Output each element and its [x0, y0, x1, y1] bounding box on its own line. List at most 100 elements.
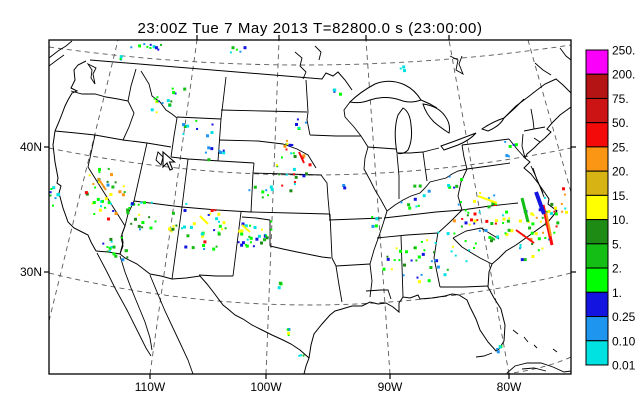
echo-mid-atlantic	[502, 222, 505, 224]
echo-colorado	[253, 226, 257, 229]
echo-offshore-atlantic	[547, 210, 551, 213]
echo-mid-atlantic	[508, 217, 511, 220]
echo-east-wyoming	[248, 189, 251, 192]
echo-sierra-nevada	[123, 191, 126, 194]
echo-utah	[217, 231, 220, 234]
echo-offshore-atlantic	[519, 246, 522, 249]
echo-southeast	[436, 265, 440, 269]
mouse-cursor[interactable]	[162, 150, 176, 171]
echo-missouri	[371, 216, 374, 219]
echo-southeast	[435, 259, 439, 263]
echo-nw-wyoming	[207, 146, 211, 150]
echo-sierra-nevada	[106, 180, 109, 183]
echo-utah	[221, 228, 224, 231]
echo-dakotas-nebraska	[288, 143, 292, 147]
echo-offshore-atlantic	[555, 225, 558, 228]
echo-offshore-atlantic	[528, 226, 532, 230]
echo-ohio-valley	[460, 178, 464, 181]
colorbar-box-4	[585, 146, 609, 172]
colorbar-label-5.: 5.	[612, 237, 622, 251]
echo-central-nevada	[141, 226, 144, 229]
echo-ohio-valley	[455, 184, 459, 188]
echo-idaho	[150, 108, 154, 112]
echo-dakotas-nebraska	[285, 139, 288, 142]
echo-offshore-atlantic	[543, 196, 546, 199]
echo-utah	[171, 211, 175, 215]
echo-ohio-valley	[447, 184, 451, 187]
echo-offshore-atlantic	[553, 210, 556, 213]
colorbar-box-11	[585, 316, 609, 342]
echo-offshore-atlantic	[553, 206, 557, 210]
echo-mid-atlantic	[496, 235, 500, 239]
echo-dakotas-nebraska	[293, 181, 296, 183]
echo-utah	[210, 209, 214, 212]
echo-sierra-nevada	[104, 197, 108, 201]
echo-norcal-coast	[52, 204, 54, 207]
colorbar-box-0	[585, 49, 609, 75]
colorbar-label-2.: 2.	[612, 262, 622, 276]
colorbar-label-1.: 1.	[612, 286, 622, 300]
echo-utah	[212, 247, 216, 251]
echo-mid-atlantic	[468, 223, 471, 226]
echo-canada-center	[235, 48, 238, 51]
echo-southeast	[423, 249, 426, 252]
echo-dakotas-nebraska	[293, 155, 297, 158]
echo-illinois-kentucky	[400, 201, 403, 204]
echo-mid-atlantic	[473, 222, 476, 225]
echo-south-sierra	[102, 242, 105, 245]
echo-mid-atlantic	[494, 222, 497, 225]
echo-southeast	[465, 260, 468, 263]
echo-mid-atlantic	[488, 235, 492, 239]
echo-offshore-atlantic	[535, 216, 538, 219]
echo-tx-panhandle	[278, 281, 282, 285]
echo-norcal-coast	[54, 197, 57, 200]
echo-south-sierra	[114, 254, 118, 258]
colorbar-label-25.: 25.	[612, 140, 629, 154]
echo-offshore-atlantic	[556, 221, 560, 225]
echo-southeast	[426, 239, 429, 242]
echo-sierra-nevada	[114, 212, 118, 215]
echo-dakotas-nebraska	[283, 144, 287, 148]
echo-southeast	[416, 276, 419, 279]
echo-utah	[172, 224, 175, 227]
echo-utah	[215, 217, 219, 221]
echo-mid-atlantic	[505, 210, 509, 214]
state-borders-midwest	[343, 101, 468, 212]
echo-southeast	[468, 249, 471, 252]
echo-sierra-nevada	[122, 185, 125, 188]
echo-duluth	[333, 90, 336, 93]
echo-iowa-dot	[342, 184, 346, 187]
echo-streak	[199, 215, 209, 225]
echo-south-sierra	[112, 245, 116, 249]
echo-dakotas-nebraska	[276, 165, 279, 168]
echo-mid-atlantic	[457, 203, 460, 206]
echo-colorado	[240, 243, 244, 247]
state-borders-west	[54, 68, 255, 280]
echo-central-nevada	[154, 220, 157, 223]
echo-utah	[170, 230, 173, 233]
colorbar-label-0.25: 0.25	[612, 310, 636, 324]
echo-streak	[515, 229, 535, 244]
echo-utah	[189, 225, 193, 229]
echo-dakotas-nebraska	[278, 173, 281, 176]
echo-sierra-nevada	[110, 202, 112, 205]
echo-offshore-atlantic	[538, 208, 542, 212]
echo-southeast	[430, 260, 433, 263]
echo-washington-speck	[119, 55, 123, 59]
echo-illinois-kentucky	[415, 205, 418, 208]
echo-colorado	[249, 224, 252, 227]
mississippi-river	[344, 116, 388, 298]
echo-southeast	[420, 240, 423, 243]
st-lawrence-river	[503, 98, 525, 119]
echo-utah	[217, 212, 221, 216]
colorbar-label-20.: 20.	[612, 165, 629, 179]
echo-norcal-coast	[49, 194, 52, 197]
echo-sierra-nevada	[109, 193, 113, 196]
echo-idaho	[156, 100, 159, 103]
echo-southeast	[386, 255, 389, 258]
echo-dakotas-nebraska	[293, 173, 295, 176]
echo-mid-atlantic	[506, 219, 510, 223]
echo-nw-wyoming	[204, 151, 207, 154]
colorbar-box-2	[585, 97, 609, 124]
echo-offshore-atlantic	[530, 231, 534, 235]
